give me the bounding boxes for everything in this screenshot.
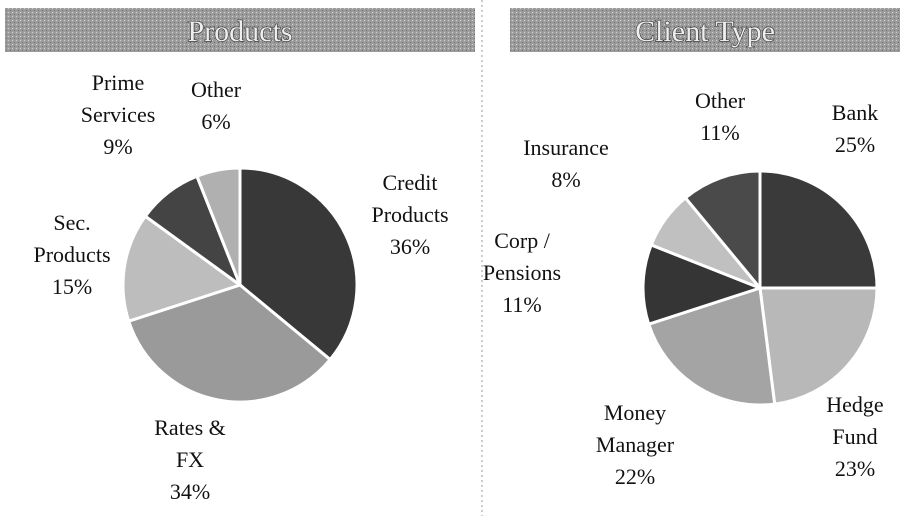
header xyxy=(5,8,475,52)
slice-value-label: 11% xyxy=(700,120,740,145)
chart-title: Client Type xyxy=(635,15,775,48)
slice-value-label: 6% xyxy=(201,109,230,134)
slice-value-label: 11% xyxy=(502,292,542,317)
pie-slice xyxy=(683,169,762,293)
slice-value-label: 22% xyxy=(615,464,655,489)
header xyxy=(510,8,900,52)
pie-slice xyxy=(646,286,777,407)
pie-slice xyxy=(758,169,879,290)
pie-slice xyxy=(641,242,765,327)
slice-label: Other xyxy=(191,77,242,102)
slice-label: Hedge Fund xyxy=(826,392,883,449)
slice-label: Insurance xyxy=(523,135,609,160)
pie-slice xyxy=(238,166,359,362)
slice-value-label: 36% xyxy=(390,234,430,259)
slice-value-label: 34% xyxy=(170,479,210,504)
pie-slice xyxy=(121,214,244,324)
slice-value-label: 15% xyxy=(52,274,92,299)
slice-value-label: 25% xyxy=(835,132,875,157)
slice-label: Corp / Pensions xyxy=(483,228,561,285)
slice-label: Prime Services xyxy=(81,70,156,127)
slice-label: Sec. Products xyxy=(34,210,111,267)
chart-title: Products xyxy=(188,15,293,48)
slice-label: Money Manager xyxy=(596,400,675,457)
slice-label: Credit Products xyxy=(372,170,449,227)
pie-slice xyxy=(758,286,879,406)
slice-label: Bank xyxy=(832,100,878,125)
slice-value-label: 23% xyxy=(835,456,875,481)
slice-label: Other xyxy=(695,88,746,113)
slice-value-label: 8% xyxy=(551,167,580,192)
slice-value-label: 9% xyxy=(103,134,132,159)
pie-slice xyxy=(126,283,333,404)
slice-label: Rates & FX xyxy=(154,415,226,472)
pie-slice xyxy=(194,166,242,286)
